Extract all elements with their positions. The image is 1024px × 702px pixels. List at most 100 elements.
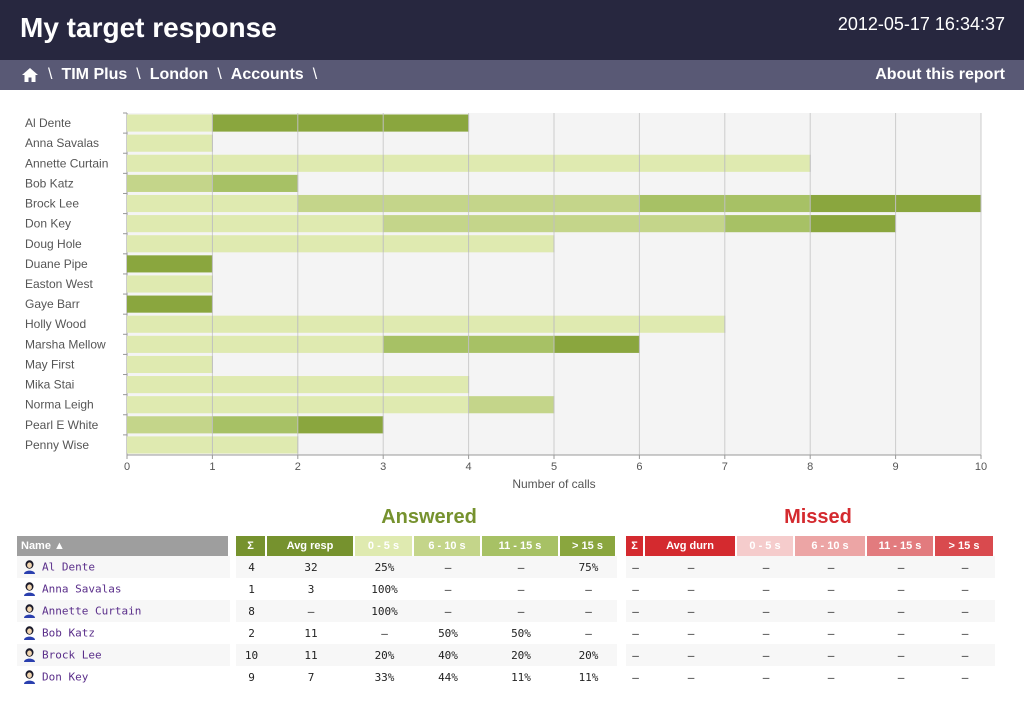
breadcrumb-item-tim-plus[interactable]: TIM Plus: [61, 66, 128, 83]
agent-name-cell: Don Key: [17, 666, 230, 688]
missed-11-15-cell: –: [867, 556, 935, 578]
missed-over-15-cell: –: [935, 556, 995, 578]
breadcrumb: \ TIM Plus \ London \ Accounts \ About t…: [0, 60, 1024, 90]
missed-0-5-header[interactable]: 0 - 5 s: [737, 536, 795, 556]
x-tick-label: 2: [295, 461, 301, 473]
avg-durn-cell: –: [645, 556, 737, 578]
breadcrumb-separator: \: [48, 66, 53, 83]
answered-6-10-header[interactable]: 6 - 10 s: [414, 536, 482, 556]
agent-link[interactable]: Al Dente: [42, 560, 95, 574]
bar-segment: [127, 335, 384, 353]
agent-link[interactable]: Annette Curtain: [42, 604, 142, 618]
answered-over-15-header[interactable]: > 15 s: [560, 536, 617, 556]
missed-6-10-cell: –: [795, 644, 867, 666]
missed-heading: Missed: [784, 506, 852, 528]
person-icon: [23, 648, 36, 662]
answered-sum-cell[interactable]: 10: [236, 644, 267, 666]
agent-name-cell: Annette Curtain: [17, 600, 230, 622]
y-category-label: May First: [25, 357, 75, 371]
missed-6-10-header[interactable]: 6 - 10 s: [795, 536, 867, 556]
bar-segment: [127, 114, 213, 132]
report-datetime: 2012-05-17 16:34:37: [837, 14, 1005, 34]
breadcrumb-separator: \: [217, 66, 222, 83]
missed-over-15-cell: –: [935, 578, 995, 600]
bucket-6-10-cell: –: [414, 600, 482, 622]
y-category-label: Al Dente: [25, 116, 71, 130]
y-category-label: Easton West: [25, 277, 93, 291]
bar-segment: [127, 315, 725, 333]
x-tick-label: 6: [636, 461, 642, 473]
agent-stats-table: Name ▲ Σ Avg resp 0 - 5 s 6 - 10 s 11 - …: [17, 536, 995, 688]
missed-over-15-cell: –: [935, 600, 995, 622]
y-category-label: Annette Curtain: [25, 156, 108, 170]
bar-segment: [127, 235, 554, 253]
x-tick-label: 5: [551, 461, 557, 473]
y-category-label: Don Key: [25, 217, 71, 231]
missed-6-10-cell: –: [795, 622, 867, 644]
x-tick-label: 1: [209, 461, 215, 473]
answered-sum-cell[interactable]: 2: [236, 622, 267, 644]
missed-6-10-cell: –: [795, 666, 867, 688]
missed-sum-header[interactable]: Σ: [626, 536, 645, 556]
breadcrumb-item-london[interactable]: London: [149, 66, 209, 83]
missed-11-15-cell: –: [867, 666, 935, 688]
missed-avg-durn-header[interactable]: Avg durn: [645, 536, 737, 556]
agent-link[interactable]: Anna Savalas: [42, 582, 122, 596]
answered-sum-cell[interactable]: 1: [236, 578, 267, 600]
bar-segment: [212, 416, 298, 434]
person-icon: [23, 670, 36, 684]
table-row: Bob Katz 2 11 – 50% 50% – – – – – – –: [17, 622, 995, 644]
bar-segment: [212, 114, 469, 132]
answered-0-5-header[interactable]: 0 - 5 s: [355, 536, 414, 556]
bucket-0-5-cell: 20%: [355, 644, 414, 666]
agent-name-cell: Anna Savalas: [17, 578, 230, 600]
breadcrumb-item-accounts[interactable]: Accounts: [230, 66, 304, 83]
missed-11-15-header[interactable]: 11 - 15 s: [867, 536, 935, 556]
breadcrumb-separator: \: [136, 66, 141, 83]
bar-segment: [724, 215, 811, 233]
bucket-11-15-cell: 11%: [482, 666, 560, 688]
missed-0-5-cell: –: [737, 578, 795, 600]
missed-sum-cell: –: [626, 578, 645, 600]
breadcrumb-separator: \: [312, 66, 318, 83]
report-header: My target response 2012-05-17 16:34:37: [0, 0, 1024, 60]
answered-11-15-header[interactable]: 11 - 15 s: [482, 536, 560, 556]
answered-avg-resp-header[interactable]: Avg resp: [267, 536, 355, 556]
y-category-label: Doug Hole: [25, 237, 82, 251]
bar-segment: [127, 174, 213, 192]
missed-11-15-cell: –: [867, 600, 935, 622]
bucket-0-5-cell: 25%: [355, 556, 414, 578]
agent-name-cell: Al Dente: [17, 556, 230, 578]
missed-sum-cell: –: [626, 644, 645, 666]
page-title: My target response: [20, 12, 277, 43]
avg-durn-cell: –: [645, 666, 737, 688]
missed-over-15-cell: –: [935, 644, 995, 666]
answered-sum-cell[interactable]: 9: [236, 666, 267, 688]
home-icon[interactable]: [21, 67, 39, 83]
avg-durn-cell: –: [645, 622, 737, 644]
name-column-header[interactable]: Name ▲: [17, 536, 230, 556]
bucket-11-15-cell: 50%: [482, 622, 560, 644]
y-category-label: Pearl E White: [25, 418, 99, 432]
agent-link[interactable]: Brock Lee: [42, 648, 102, 662]
y-category-label: Norma Leigh: [25, 398, 94, 412]
missed-0-5-cell: –: [737, 600, 795, 622]
agent-link[interactable]: Bob Katz: [42, 626, 95, 640]
answered-sum-header[interactable]: Σ: [236, 536, 267, 556]
avg-durn-cell: –: [645, 578, 737, 600]
missed-6-10-cell: –: [795, 600, 867, 622]
bar-segment: [297, 416, 384, 434]
bucket-over-15-cell: –: [560, 578, 617, 600]
missed-sum-cell: –: [626, 622, 645, 644]
avg-resp-cell: 7: [267, 666, 355, 688]
missed-over-15-header[interactable]: > 15 s: [935, 536, 995, 556]
bucket-0-5-cell: 100%: [355, 600, 414, 622]
bar-segment: [468, 396, 554, 414]
y-category-label: Gaye Barr: [25, 297, 80, 311]
person-icon: [23, 582, 36, 596]
avg-durn-cell: –: [645, 600, 737, 622]
about-report-link[interactable]: About this report: [875, 66, 1005, 83]
answered-sum-cell[interactable]: 8: [236, 600, 267, 622]
answered-sum-cell[interactable]: 4: [236, 556, 267, 578]
agent-link[interactable]: Don Key: [42, 670, 89, 684]
